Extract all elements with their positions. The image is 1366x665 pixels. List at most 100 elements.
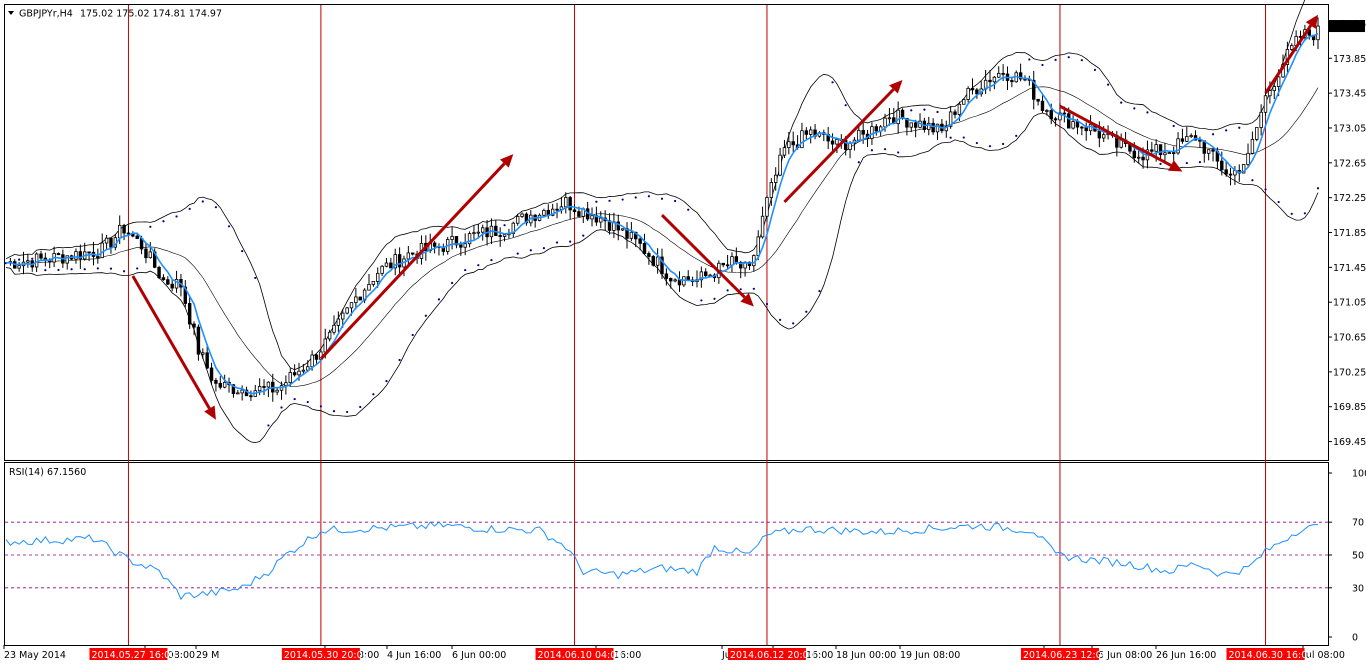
candle-body bbox=[997, 72, 1001, 78]
time-marker-tag bbox=[535, 648, 614, 660]
candle-body bbox=[808, 129, 813, 135]
sar-dot bbox=[936, 110, 939, 114]
candle-body bbox=[476, 231, 481, 234]
candle-body bbox=[1189, 135, 1193, 137]
candle-body bbox=[1141, 156, 1145, 161]
sar-dot bbox=[109, 267, 113, 270]
sar-dot bbox=[96, 267, 99, 270]
sar-dot bbox=[687, 208, 690, 211]
sar-dot bbox=[1133, 107, 1136, 110]
candle-body bbox=[830, 140, 835, 145]
candle-body bbox=[463, 243, 467, 248]
trend-arrow bbox=[1264, 24, 1313, 94]
candle-body bbox=[1097, 130, 1102, 139]
candle-body bbox=[170, 283, 174, 289]
candle-body bbox=[450, 236, 454, 240]
sar-dot bbox=[1290, 212, 1293, 215]
candle-body bbox=[647, 253, 651, 257]
candle-body bbox=[1036, 98, 1040, 102]
candle-body bbox=[393, 254, 397, 269]
candle-body bbox=[883, 117, 887, 128]
candle-body bbox=[174, 279, 179, 289]
candle-body bbox=[240, 389, 244, 394]
candle-body bbox=[1040, 100, 1045, 111]
price-axis: 174.25173.85173.45173.05172.65172.25171.… bbox=[1328, 19, 1366, 448]
sar-dot bbox=[1015, 134, 1018, 137]
candle-body bbox=[1045, 110, 1049, 112]
candle-body bbox=[572, 209, 577, 213]
candle-body bbox=[467, 233, 472, 245]
main-plot-frame bbox=[4, 4, 1329, 461]
sar-dot bbox=[857, 161, 860, 164]
time-marker-tag bbox=[1020, 648, 1099, 660]
candle-body bbox=[1263, 95, 1268, 113]
candle-body bbox=[948, 111, 953, 127]
candle-body bbox=[953, 111, 957, 115]
candle-body bbox=[721, 262, 725, 266]
candle-body bbox=[292, 372, 297, 376]
sar-dot bbox=[450, 281, 454, 285]
sar-dot bbox=[595, 200, 598, 203]
sar-dot bbox=[201, 200, 204, 203]
candle-body bbox=[1167, 152, 1172, 154]
candle-body bbox=[1224, 169, 1228, 175]
sar-dot bbox=[477, 264, 480, 267]
candle-body bbox=[34, 253, 39, 268]
trend-arrow bbox=[319, 162, 506, 360]
candle-body bbox=[1255, 127, 1259, 140]
sar-dot bbox=[44, 269, 47, 272]
candle-body bbox=[17, 265, 21, 269]
candle-body bbox=[148, 251, 153, 259]
candle-body bbox=[126, 232, 131, 235]
candle-body bbox=[384, 262, 389, 267]
candle-body bbox=[498, 235, 502, 237]
chevron-down-icon[interactable] bbox=[8, 11, 14, 15]
candle-body bbox=[87, 251, 91, 254]
candle-body bbox=[966, 87, 970, 100]
sar-dot bbox=[83, 268, 86, 271]
sar-dot bbox=[752, 287, 755, 290]
candle-body bbox=[773, 174, 778, 183]
candle-body bbox=[472, 232, 476, 235]
candle-body bbox=[634, 231, 638, 240]
candle-body bbox=[835, 138, 839, 145]
candle-body bbox=[1276, 76, 1281, 87]
candle-body bbox=[673, 279, 677, 282]
candle-body bbox=[638, 238, 642, 244]
rsi-tick-label: 50 bbox=[1352, 551, 1364, 562]
candle-body bbox=[157, 266, 161, 279]
candle-body bbox=[1080, 126, 1084, 129]
ohlc-values: 175.02 175.02 174.81 174.97 bbox=[80, 9, 222, 20]
sar-dot bbox=[778, 318, 782, 322]
sar-dot bbox=[162, 220, 165, 223]
candle-body bbox=[935, 123, 940, 133]
candle-body bbox=[616, 221, 620, 231]
trend-arrow-head bbox=[204, 405, 216, 420]
candle-body bbox=[1154, 144, 1158, 152]
sar-dot bbox=[372, 393, 375, 396]
candle-body bbox=[787, 141, 791, 149]
candle-body bbox=[109, 237, 113, 248]
candle-body bbox=[345, 307, 349, 314]
parabolic-sar bbox=[4, 56, 1320, 427]
sar-dot bbox=[647, 195, 650, 198]
time-marker-label: 2014.05.27 16:00 bbox=[91, 650, 176, 661]
sar-dot bbox=[870, 149, 874, 152]
sar-dot bbox=[542, 247, 546, 250]
candle-body bbox=[550, 208, 555, 216]
sar-dot bbox=[582, 234, 585, 237]
candle-body bbox=[599, 217, 603, 223]
candle-body bbox=[389, 262, 393, 269]
sar-dot bbox=[227, 225, 231, 228]
sar-dot bbox=[674, 199, 677, 203]
candle-body bbox=[39, 253, 43, 259]
candle-body bbox=[284, 382, 288, 386]
candle-body bbox=[454, 236, 459, 246]
price-tick-label: 173.05 bbox=[1333, 123, 1366, 134]
time-tick-label: 25 Jun 08:00 bbox=[1092, 650, 1152, 661]
price-tick-label: 170.25 bbox=[1333, 367, 1366, 378]
sar-dot bbox=[385, 379, 388, 383]
candle-body bbox=[1206, 149, 1211, 154]
